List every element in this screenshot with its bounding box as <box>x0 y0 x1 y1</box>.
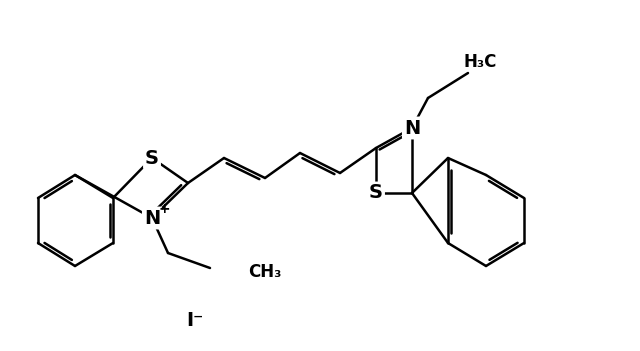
Text: CH₃: CH₃ <box>248 263 282 281</box>
Text: N: N <box>404 119 420 138</box>
Text: H₃C: H₃C <box>463 53 497 71</box>
Text: +: + <box>158 202 170 216</box>
Text: S: S <box>369 184 383 203</box>
Text: I⁻: I⁻ <box>186 311 204 330</box>
Text: N: N <box>144 208 160 227</box>
Text: S: S <box>145 148 159 167</box>
